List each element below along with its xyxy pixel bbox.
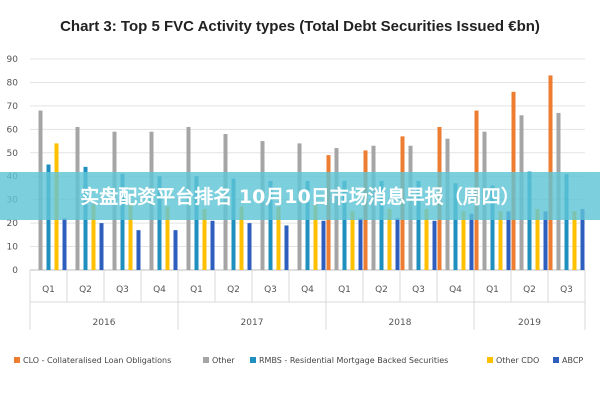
legend-swatch [487, 357, 493, 363]
y-tick-label: 70 [7, 102, 19, 112]
x-tick-label: Q2 [227, 285, 240, 295]
bar [350, 211, 355, 270]
y-tick-label: 90 [7, 55, 19, 65]
bar [157, 176, 162, 270]
bar [165, 206, 170, 270]
bar [453, 183, 458, 270]
bar [358, 218, 363, 270]
x-tick-label: Q4 [153, 285, 166, 295]
headline-banner: 实盘配资平台排名 10月10日市场消息早报（周四） [0, 172, 600, 220]
bar [506, 211, 511, 270]
x-tick-label: Q3 [264, 285, 277, 295]
y-tick-label: 10 [7, 243, 19, 253]
bar [527, 171, 532, 270]
bar [572, 211, 577, 270]
bar [276, 206, 281, 270]
legend-swatch [553, 357, 559, 363]
bar [231, 178, 236, 270]
bar [91, 204, 96, 270]
y-tick-label: 0 [12, 266, 18, 276]
x-tick-label: Q4 [301, 285, 314, 295]
bar [498, 211, 503, 270]
chart-title: Chart 3: Top 5 FVC Activity types (Total… [60, 18, 540, 35]
bar [395, 218, 400, 270]
bar [321, 220, 326, 270]
bar [99, 223, 104, 270]
bar [543, 211, 548, 270]
bar [239, 206, 244, 270]
bar [268, 180, 273, 270]
bar [247, 223, 252, 270]
bar [416, 180, 421, 270]
bar [424, 209, 429, 270]
bar [202, 209, 207, 270]
x-tick-label: Q3 [412, 285, 425, 295]
bar [379, 180, 384, 270]
x-tick-label: Q4 [449, 285, 462, 295]
x-tick-label: Q2 [375, 285, 388, 295]
legend-label: ABCP [562, 356, 583, 365]
legend-swatch [14, 357, 20, 363]
y-tick-label: 60 [7, 125, 19, 135]
x-tick-label: Q1 [190, 285, 203, 295]
bar [173, 230, 178, 270]
bar [580, 209, 585, 270]
headline-text: 实盘配资平台排名 10月10日市场消息早报（周四） [80, 185, 520, 208]
x-tick-label: Q2 [79, 285, 92, 295]
bar [313, 204, 318, 270]
year-label: 2016 [93, 318, 116, 328]
bar [62, 218, 67, 270]
headline-banner-background [0, 172, 600, 220]
x-tick-label: Q3 [116, 285, 129, 295]
bar [564, 173, 569, 270]
bar [128, 202, 133, 270]
bar [194, 176, 199, 270]
x-tick-label: Q3 [560, 285, 573, 295]
legend-swatch [203, 357, 209, 363]
bar [387, 209, 392, 270]
legend-label: RMBS - Residential Mortgage Backed Secur… [259, 356, 448, 365]
legend-label: Other CDO [496, 356, 539, 365]
bar [136, 230, 141, 270]
bar [535, 209, 540, 270]
legend-swatch [250, 357, 256, 363]
year-label: 2018 [389, 318, 412, 328]
x-tick-label: Q1 [42, 285, 55, 295]
year-label: 2019 [518, 318, 541, 328]
bar [210, 220, 215, 270]
bar [120, 173, 125, 270]
legend-label: CLO - Collateralised Loan Obligations [23, 356, 171, 365]
x-tick-label: Q1 [338, 285, 351, 295]
legend-label: Other [212, 356, 235, 365]
y-tick-label: 50 [7, 149, 19, 159]
legend: CLO - Collateralised Loan Obligations Oth… [14, 356, 583, 365]
bar [432, 220, 437, 270]
bar [284, 225, 289, 270]
bar [305, 180, 310, 270]
bar [490, 185, 495, 270]
x-tick-label: Q1 [486, 285, 499, 295]
y-tick-label: 80 [7, 78, 19, 88]
x-tick-label: Q2 [523, 285, 536, 295]
year-label: 2017 [241, 318, 264, 328]
bar [469, 213, 474, 270]
y-tick-label: 20 [7, 219, 19, 229]
bar [461, 211, 466, 270]
bar [342, 180, 347, 270]
